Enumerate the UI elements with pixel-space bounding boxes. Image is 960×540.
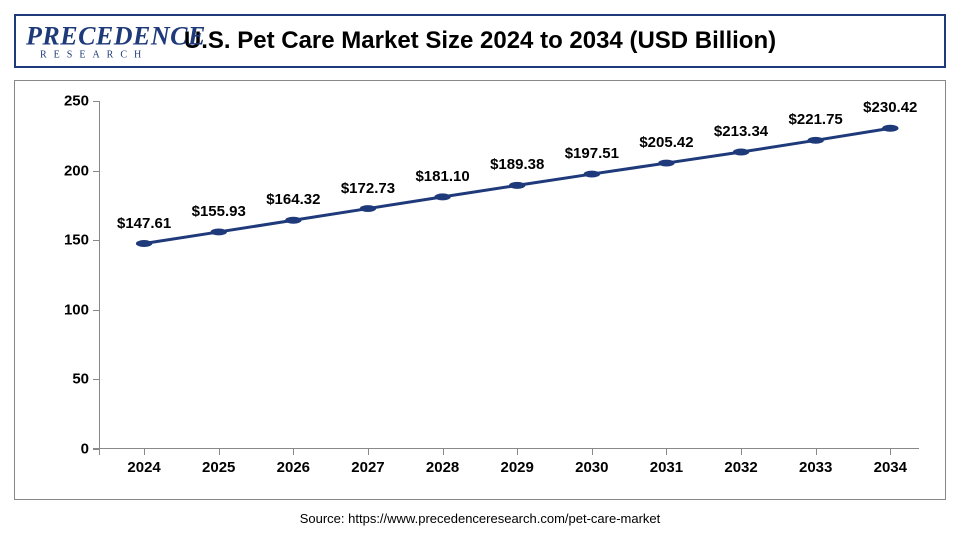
x-tick-label: 2031 (650, 459, 683, 476)
x-tick-label: 2032 (724, 459, 757, 476)
plot-area: 0501001502002502024202520262027202820292… (99, 101, 919, 449)
y-tick-mark (93, 379, 99, 380)
y-tick-mark (93, 101, 99, 102)
x-tick-mark (219, 449, 220, 455)
x-tick-label: 2026 (277, 459, 310, 476)
y-tick-label: 100 (64, 301, 89, 318)
x-tick-mark (816, 449, 817, 455)
y-tick-label: 50 (72, 371, 89, 388)
data-marker (658, 160, 674, 167)
data-marker (360, 205, 376, 212)
data-label: $164.32 (266, 191, 320, 208)
data-label: $181.10 (415, 168, 469, 185)
data-marker (733, 149, 749, 156)
x-tick-mark (666, 449, 667, 455)
line-chart-svg (99, 101, 919, 449)
x-tick-label: 2034 (874, 459, 907, 476)
data-label: $147.61 (117, 215, 171, 232)
data-marker (136, 240, 152, 247)
y-tick-label: 150 (64, 232, 89, 249)
source-text: Source: https://www.precedenceresearch.c… (0, 511, 960, 526)
x-tick-mark (443, 449, 444, 455)
x-tick-mark (368, 449, 369, 455)
x-tick-label: 2033 (799, 459, 832, 476)
data-label: $230.42 (863, 99, 917, 116)
y-tick-label: 200 (64, 162, 89, 179)
data-marker (882, 125, 898, 132)
chart-title: U.S. Pet Care Market Size 2024 to 2034 (… (184, 27, 776, 55)
y-tick-label: 250 (64, 93, 89, 110)
x-tick-label: 2025 (202, 459, 235, 476)
x-tick-label: 2028 (426, 459, 459, 476)
x-tick-mark (293, 449, 294, 455)
y-tick-mark (93, 171, 99, 172)
data-label: $189.38 (490, 156, 544, 173)
x-tick-label: 2024 (127, 459, 160, 476)
logo-main: PRECEDENCE (26, 22, 206, 51)
data-marker (285, 217, 301, 224)
data-label: $221.75 (789, 111, 843, 128)
logo-sub: RESEARCH (40, 50, 206, 61)
x-tick-mark (592, 449, 593, 455)
data-label: $155.93 (192, 203, 246, 220)
x-tick-mark (517, 449, 518, 455)
y-tick-label: 0 (81, 441, 89, 458)
data-label: $213.34 (714, 123, 768, 140)
y-tick-mark (93, 449, 99, 450)
y-tick-mark (93, 240, 99, 241)
logo: PRECEDENCE RESEARCH (26, 22, 206, 61)
x-tick-label: 2027 (351, 459, 384, 476)
data-marker (509, 182, 525, 189)
x-tick-mark (741, 449, 742, 455)
data-label: $205.42 (639, 134, 693, 151)
x-tick-label: 2030 (575, 459, 608, 476)
x-tick-label: 2029 (501, 459, 534, 476)
plot-frame: 0 50 100 150 200 250 2024 2025 2026 2027 2028 2029 2… (14, 80, 946, 500)
x-tick-mark (890, 449, 891, 455)
data-marker (584, 171, 600, 178)
data-marker (211, 228, 227, 235)
y-tick-mark (93, 310, 99, 311)
data-marker (434, 193, 450, 200)
data-marker (807, 137, 823, 144)
data-label: $172.73 (341, 180, 395, 197)
data-label: $197.51 (565, 145, 619, 162)
x-tick-mark (144, 449, 145, 455)
title-bar: PRECEDENCE RESEARCH U.S. Pet Care Market… (14, 14, 946, 68)
